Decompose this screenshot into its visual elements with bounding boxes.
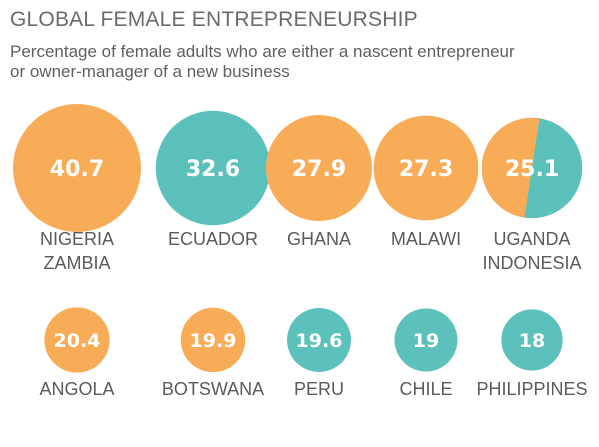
- bubble-value-ecuador: 32.6: [186, 157, 240, 182]
- bubble-circle-angola: [44, 307, 110, 373]
- bubble-label-nigeria-zambia-line-1: NIGERIA: [40, 229, 114, 249]
- subtitle-line-1: Percentage of female adults who are eith…: [10, 42, 515, 61]
- subtitle-line-2: or owner-manager of a new business: [10, 62, 290, 81]
- bubble-value-botswana: 19.9: [190, 330, 237, 352]
- bubble-label-chile-line-1: CHILE: [399, 379, 452, 399]
- bubble-label-malawi-line-1: MALAWI: [391, 229, 461, 249]
- bubble-label-angola-line-1: ANGOLA: [39, 379, 114, 399]
- bubble-botswana: 19.9 BOTSWANA: [162, 307, 264, 399]
- bubble-label-uganda-indonesia-line-2: INDONESIA: [482, 253, 581, 273]
- bubble-circle-ecuador: [155, 110, 271, 226]
- chart-title: GLOBAL FEMALE ENTREPRENEURSHIP: [10, 8, 418, 31]
- bubble-peru: 19.6 PERU: [287, 308, 351, 399]
- bubble-label-uganda-indonesia-line-1: UGANDA: [493, 229, 570, 249]
- bubble-label-peru-line-1: PERU: [294, 379, 344, 399]
- bubble-philippines: 18 PHILIPPINES: [476, 309, 588, 399]
- bubble-circle-botswana: [180, 307, 246, 373]
- bubble-nigeria-zambia: 40.7 NIGERIA ZAMBIA: [13, 104, 141, 273]
- bubble-value-peru: 19.6: [296, 330, 343, 352]
- bubble-circle-chile: [394, 308, 458, 372]
- bubble-chile: 19 CHILE: [394, 308, 458, 399]
- bubble-circle-ghana: [266, 115, 372, 221]
- bubble-value-ghana: 27.9: [292, 157, 346, 182]
- bubble-label-philippines-line-1: PHILIPPINES: [476, 379, 587, 399]
- bubble-circle-philippines: [501, 309, 563, 371]
- bubble-label-ghana-line-1: GHANA: [287, 229, 351, 249]
- bubble-circle-peru: [287, 308, 351, 372]
- bubble-value-angola: 20.4: [54, 330, 101, 352]
- bubble-uganda-indonesia: 25.1 UGANDA INDONESIA: [481, 117, 583, 273]
- bubble-label-nigeria-zambia-line-2: ZAMBIA: [43, 253, 110, 273]
- bubble-value-philippines: 18: [519, 330, 545, 352]
- bubble-angola: 20.4 ANGOLA: [39, 307, 115, 399]
- bubble-label-botswana-line-1: BOTSWANA: [162, 379, 264, 399]
- bubble-label-ecuador-line-1: ECUADOR: [168, 229, 258, 249]
- bubble-circle-uganda-indonesia-orange-half: [481, 117, 540, 219]
- bubble-value-malawi: 27.3: [399, 157, 453, 182]
- bubble-ecuador: 32.6 ECUADOR: [155, 110, 271, 249]
- bubble-value-chile: 19: [413, 330, 439, 352]
- bubble-value-nigeria-zambia: 40.7: [50, 157, 104, 182]
- bubble-ghana: 27.9 GHANA: [266, 115, 372, 249]
- bubble-malawi: 27.3 MALAWI: [373, 115, 479, 249]
- chart-subtitle: Percentage of female adults who are eith…: [10, 42, 595, 82]
- bubble-value-uganda-indonesia: 25.1: [505, 157, 559, 182]
- bubble-circle-malawi: [373, 115, 479, 221]
- bubble-circle-nigeria-zambia: [13, 104, 141, 232]
